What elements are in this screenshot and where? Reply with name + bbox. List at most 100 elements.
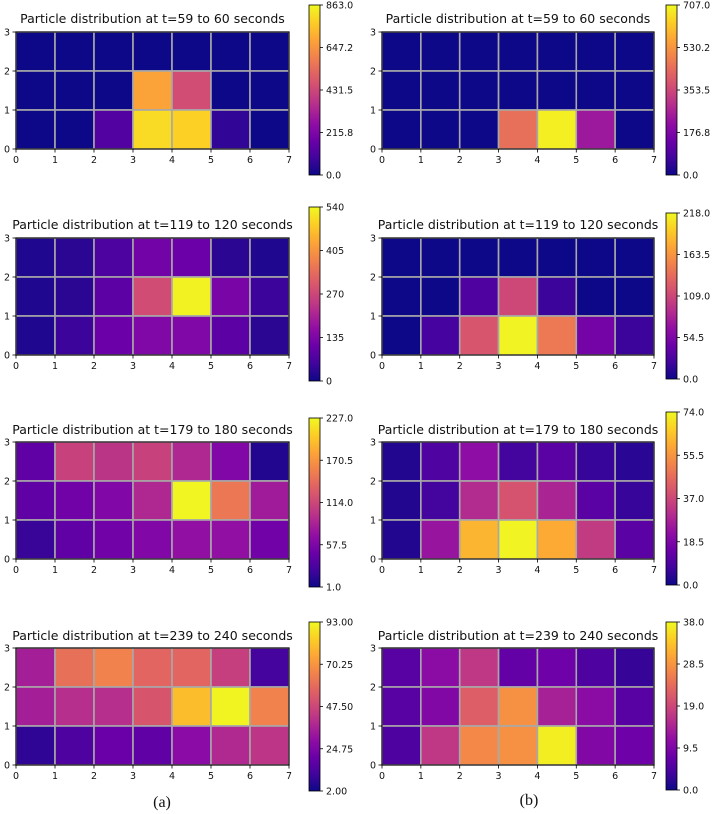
chart-title: Particle distribution at t=59 to 60 seco… [386,11,651,26]
heatmap-cell [497,519,539,560]
heatmap-cell [614,480,655,521]
heatmap-cell [420,686,461,727]
subfigure-label-a: (a) [153,794,171,811]
heatmap-cell [210,315,251,356]
y-tick-label: 0 [4,145,10,156]
colorbar-tick-label: 540 [326,203,344,214]
heatmap-cell [575,647,616,688]
heatmap-cell [210,725,251,766]
colorbar-tick-label: 2.00 [326,787,347,798]
x-tick-label: 5 [573,565,579,576]
heatmap-panel-b-2: Particle distribution at t=119 to 120 se… [370,209,710,386]
x-tick-label: 0 [13,155,19,166]
x-tick-label: 3 [130,565,136,576]
x-tick-label: 4 [169,565,175,576]
heatmap-cell [381,109,422,150]
y-tick-label: 2 [370,273,376,284]
colorbar-tick-label: 163.5 [683,250,710,261]
heatmap-cell [575,480,616,521]
heatmap-cell [54,276,95,317]
heatmap-cell [614,109,655,150]
colorbar-tick-label: 93.00 [326,618,353,629]
colorbar-tick-label: 109.0 [683,292,710,303]
heatmap-cell [54,647,95,688]
heatmap-cell [210,686,251,727]
heatmap-cell [132,441,173,482]
heatmap-cell [15,315,56,356]
y-tick-label: 3 [4,28,10,39]
y-tick-label: 2 [370,67,376,78]
chart-title: Particle distribution at t=59 to 60 seco… [20,11,285,26]
heatmap-cell [249,109,290,150]
heatmap-cell [614,31,655,72]
y-tick-label: 3 [4,234,10,245]
heatmap-cell [15,276,56,317]
colorbar-tick-label: 37.0 [683,494,704,505]
heatmap-cell [575,519,616,560]
x-tick-label: 1 [418,361,424,372]
colorbar-tick-label: 74.0 [683,408,704,419]
colorbar-tick-label: 0.0 [683,375,698,386]
heatmap-cell [381,519,422,560]
heatmap-cell [171,725,212,766]
heatmap-cell [132,647,173,688]
y-tick-label: 1 [4,516,10,527]
chart-title: Particle distribution at t=119 to 120 se… [12,217,293,232]
heatmap-cell [420,31,461,72]
x-tick-label: 1 [418,155,424,166]
colorbar-tick-label: 55.5 [683,451,704,462]
x-tick-label: 0 [379,771,385,782]
colorbar-tick-label: 218.0 [683,209,710,220]
colorbar-tick-label: 9.5 [683,744,698,755]
heatmap-cell [93,70,134,111]
heatmap-cell [420,480,461,521]
heatmap-cell [536,686,578,727]
heatmap-cell [132,519,173,560]
heatmap-cell [497,237,539,278]
heatmap-cell [249,647,290,688]
x-tick-label: 7 [651,565,657,576]
axes-frame [381,237,655,356]
x-tick-label: 5 [208,361,214,372]
colorbar-tick-label: 1.0 [326,583,341,594]
x-tick-label: 7 [651,361,657,372]
x-tick-label: 1 [52,771,58,782]
heatmap-cell [210,31,251,72]
y-tick-label: 2 [370,477,376,488]
x-tick-label: 4 [534,771,540,782]
heatmap-cell [458,519,500,560]
heatmap-cell [381,276,422,317]
x-tick-label: 6 [247,155,253,166]
heatmap-cell [497,315,539,356]
heatmap-cell [54,109,95,150]
heatmap-cell [420,519,461,560]
heatmap-cell [171,441,212,482]
colorbar-tick-label: 24.75 [326,744,353,755]
heatmap-panel-b-3: Particle distribution at t=179 to 180 se… [370,408,704,592]
heatmap-cell [249,276,290,317]
heatmap-cell [249,441,290,482]
x-tick-label: 7 [286,771,292,782]
x-tick-label: 0 [379,155,385,166]
heatmap-cell [381,480,422,521]
y-tick-label: 0 [370,145,376,156]
heatmap-cell [15,519,56,560]
heatmap-cell [458,725,500,766]
heatmap-cell [93,31,134,72]
axes-frame [15,647,290,766]
heatmap-cell [614,237,655,278]
colorbar-tick-label: 47.50 [326,702,353,713]
heatmap-cell [171,70,212,111]
heatmap-cell [93,315,134,356]
heatmap-cell [458,237,500,278]
heatmap-cell [54,315,95,356]
colorbar-tick-label: 0.0 [683,171,698,182]
x-tick-label: 7 [286,565,292,576]
heatmap-cell [132,686,173,727]
colorbar [665,4,678,176]
axes-frame [381,441,655,560]
x-tick-label: 5 [573,771,579,782]
heatmap-cell [249,725,290,766]
heatmap-cell [132,70,173,111]
x-tick-label: 5 [208,155,214,166]
